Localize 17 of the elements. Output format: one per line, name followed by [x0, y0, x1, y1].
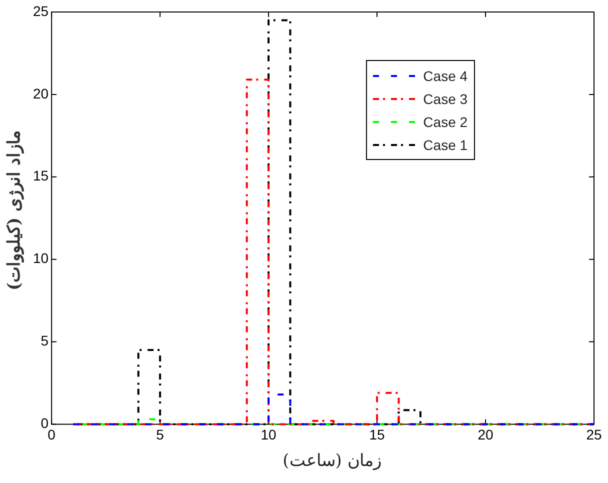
y-axis-title: مازاد انرژی (کیلووات)	[4, 130, 24, 292]
y-tick-label: 10	[32, 250, 49, 266]
y-tick-label: 0	[40, 415, 49, 432]
legend-label: Case 3	[423, 90, 468, 106]
y-tick-label: 5	[40, 332, 49, 349]
x-tick-label: 5	[156, 426, 164, 442]
y-tick-label: 20	[32, 85, 49, 102]
y-tick-label: 25	[32, 2, 49, 19]
legend-label: Case 1	[423, 136, 468, 152]
x-tick-label: 15	[369, 426, 386, 442]
legend-label: Case 4	[423, 68, 468, 84]
x-tick-label: 25	[586, 426, 602, 442]
x-tick-label: 10	[260, 426, 277, 442]
x-tick-label: 20	[478, 426, 494, 442]
y-tick-label: 15	[32, 168, 49, 184]
legend-label: Case 2	[423, 114, 468, 130]
x-axis-title: زمان (ساعت)	[282, 450, 382, 471]
